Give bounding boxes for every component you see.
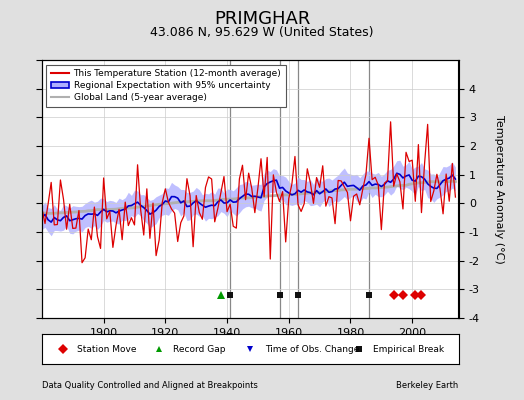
Text: Time of Obs. Change: Time of Obs. Change <box>265 344 359 354</box>
Text: PRIMGHAR: PRIMGHAR <box>214 10 310 28</box>
Text: Empirical Break: Empirical Break <box>373 344 444 354</box>
Legend: This Temperature Station (12-month average), Regional Expectation with 95% uncer: This Temperature Station (12-month avera… <box>47 64 286 107</box>
Y-axis label: Temperature Anomaly (°C): Temperature Anomaly (°C) <box>494 115 504 263</box>
Text: Berkeley Earth: Berkeley Earth <box>396 381 458 390</box>
Text: Record Gap: Record Gap <box>173 344 226 354</box>
Text: Data Quality Controlled and Aligned at Breakpoints: Data Quality Controlled and Aligned at B… <box>42 381 258 390</box>
Text: 43.086 N, 95.629 W (United States): 43.086 N, 95.629 W (United States) <box>150 26 374 39</box>
Text: Station Move: Station Move <box>78 344 137 354</box>
